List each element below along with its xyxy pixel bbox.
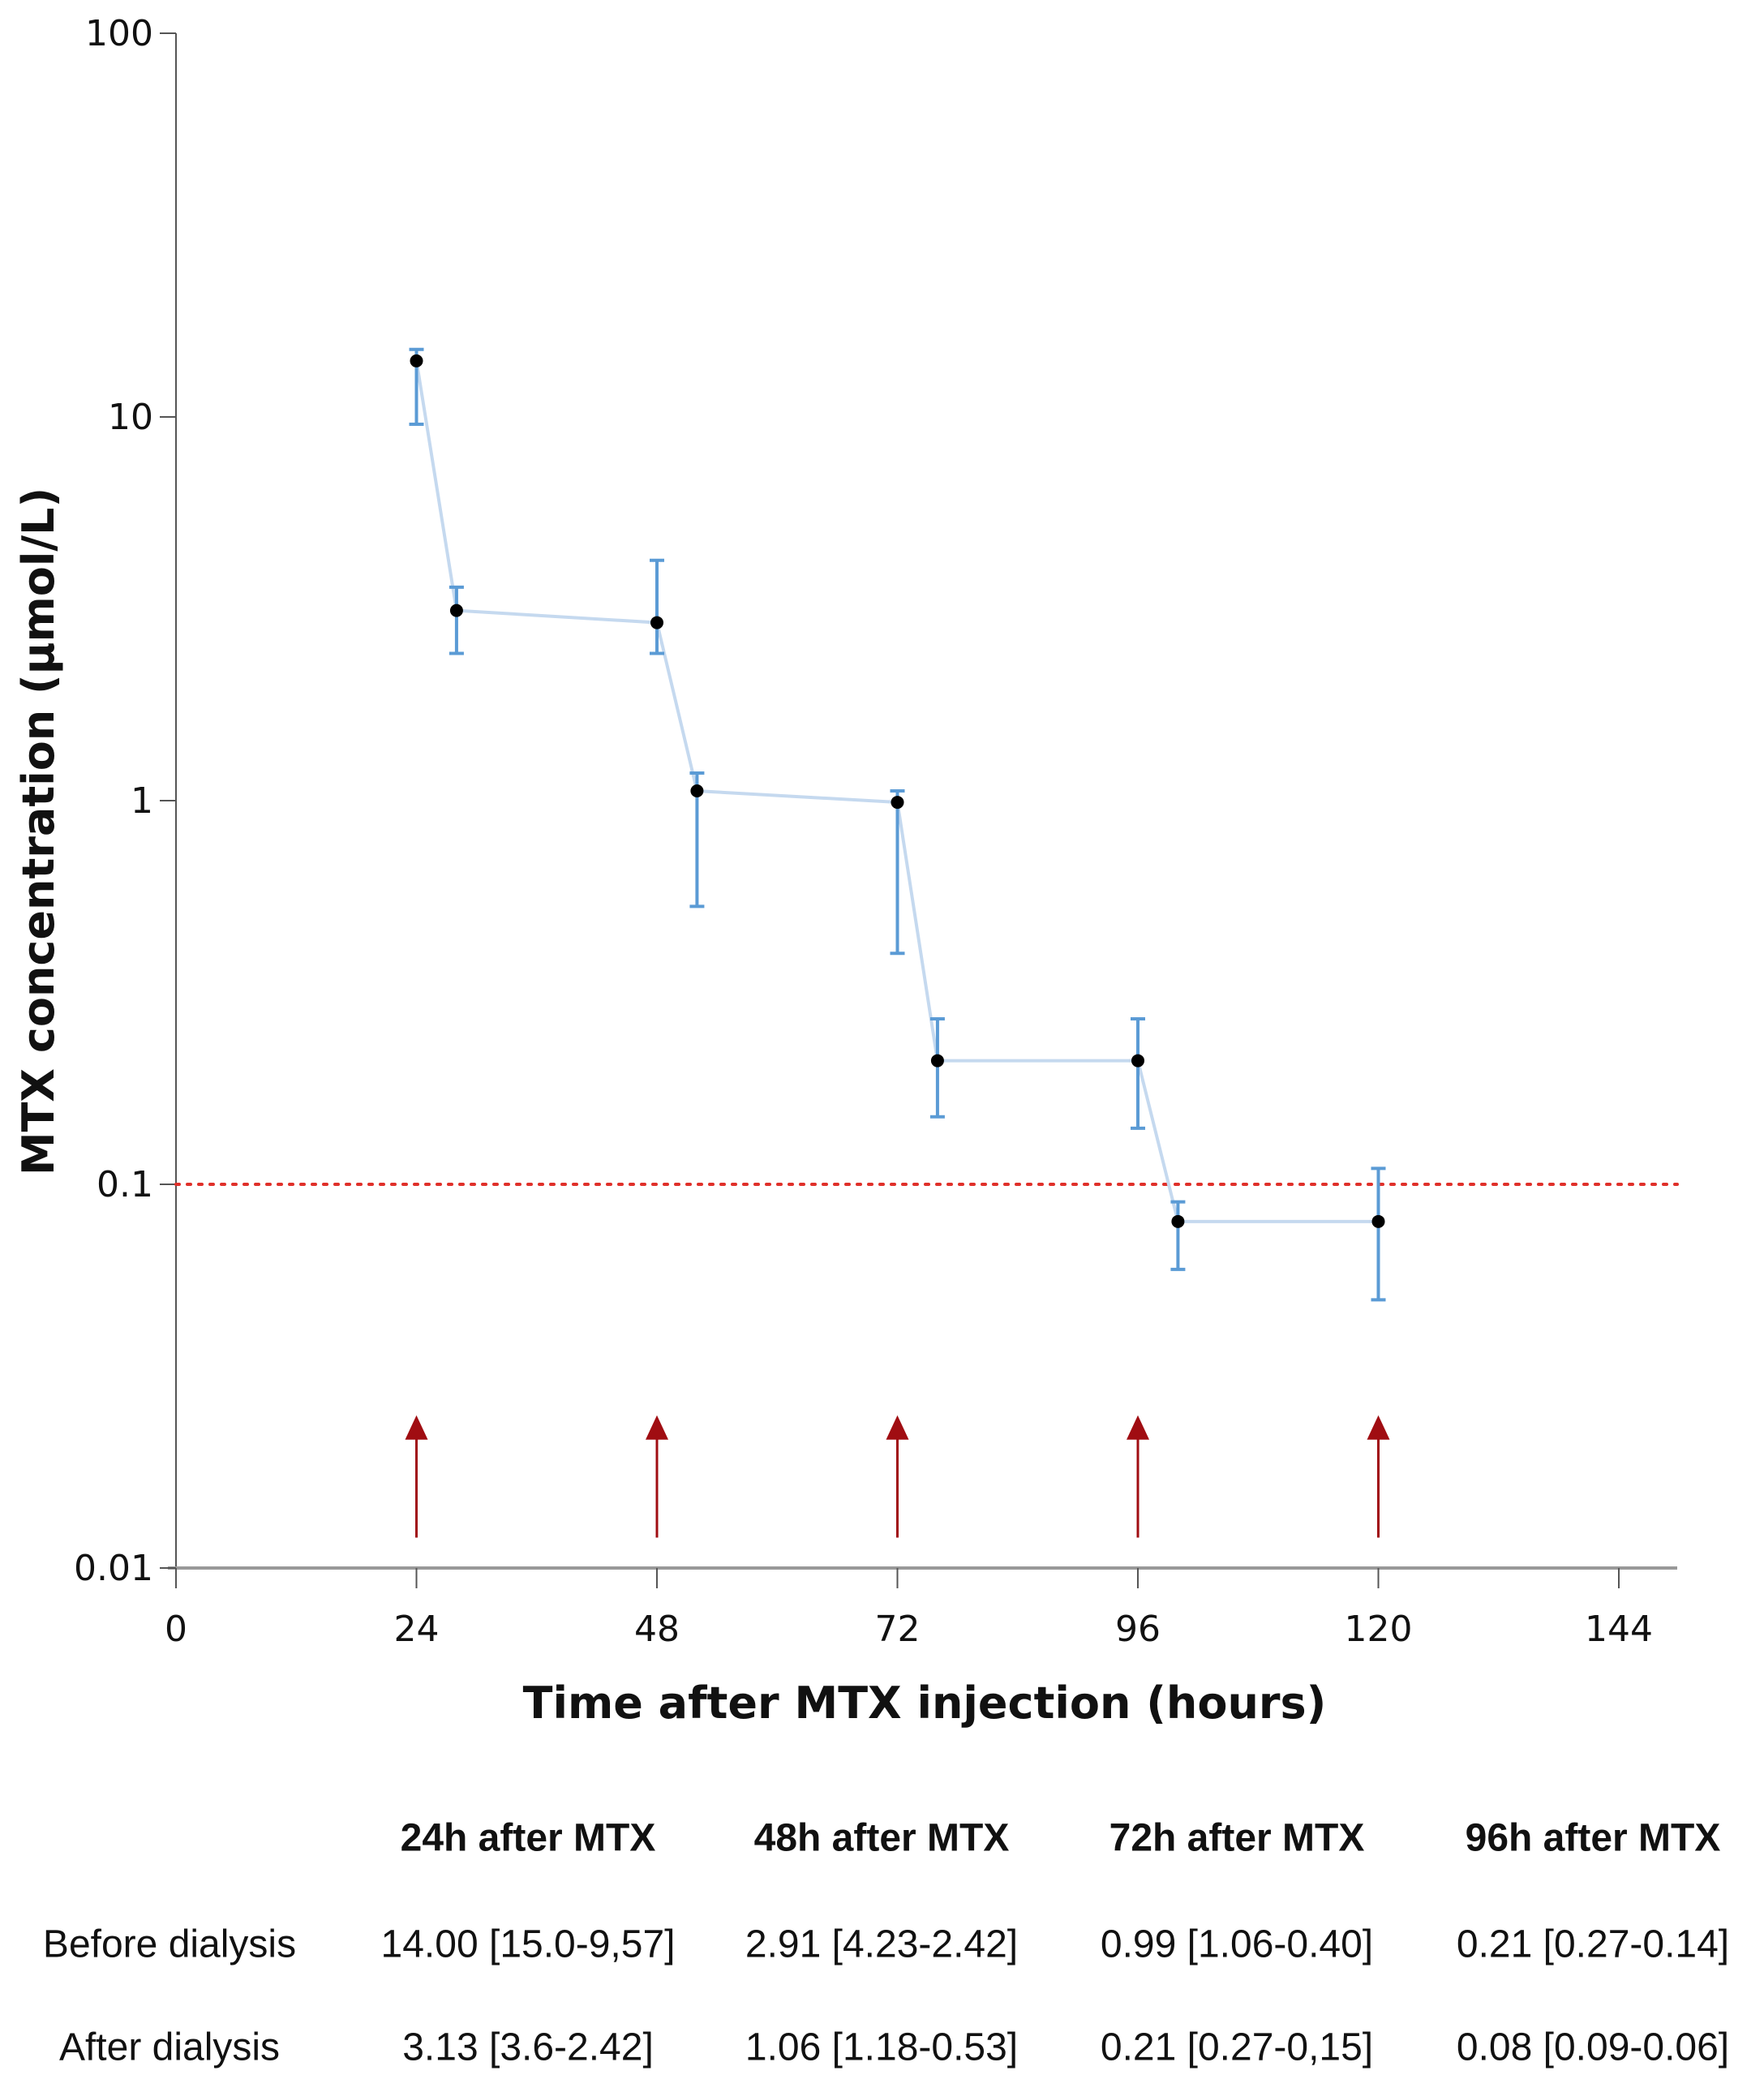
data-point bbox=[891, 796, 904, 810]
y-tick-label: 0.1 bbox=[97, 1164, 153, 1205]
x-tick-label: 72 bbox=[875, 1609, 921, 1650]
y-tick-label: 100 bbox=[85, 13, 153, 54]
dialysis-arrow-head bbox=[1367, 1415, 1390, 1440]
table-cell: 1.06 [1.18-0.53] bbox=[745, 2026, 1019, 2069]
y-tick-label: 0.01 bbox=[74, 1548, 153, 1589]
table-cell: 0.08 [0.09-0.06] bbox=[1456, 2026, 1730, 2069]
row-label: After dialysis bbox=[58, 2026, 281, 2069]
x-tick-label: 48 bbox=[634, 1609, 680, 1650]
x-tick-label: 0 bbox=[165, 1609, 187, 1650]
table-cell: 0.21 [0.27-0,15] bbox=[1100, 2026, 1374, 2069]
y-axis-title: MTX concentration (µmol/L) bbox=[13, 488, 64, 1175]
table-header: 72h after MTX bbox=[1109, 1816, 1365, 1860]
row-label: Before dialysis bbox=[42, 1922, 297, 1966]
table-header: 24h after MTX bbox=[400, 1816, 656, 1860]
table-header: 96h after MTX bbox=[1465, 1816, 1721, 1860]
data-point bbox=[930, 1054, 944, 1068]
table-cell: 0.21 [0.27-0.14] bbox=[1456, 1922, 1730, 1966]
dialysis-arrow-head bbox=[886, 1415, 909, 1440]
data-point bbox=[690, 784, 704, 798]
data-point bbox=[1371, 1214, 1385, 1228]
chart: 0.01 0.1 1 10 100 0 24 48 72 96 120 144 Time after … bbox=[13, 13, 1679, 1729]
dialysis-arrow-head bbox=[1127, 1415, 1149, 1440]
table-cell: 0.99 [1.06-0.40] bbox=[1100, 1922, 1374, 1966]
data-point bbox=[449, 604, 463, 617]
table-cell: 2.91 [4.23-2.42] bbox=[745, 1922, 1019, 1966]
data-point bbox=[1171, 1214, 1185, 1228]
dialysis-arrow-head bbox=[646, 1415, 668, 1440]
table-cell: 3.13 [3.6-2.42] bbox=[402, 2026, 654, 2069]
dialysis-arrow-head bbox=[405, 1415, 428, 1440]
data-point bbox=[410, 354, 423, 367]
x-tick-label: 120 bbox=[1345, 1609, 1413, 1650]
y-tick-label: 10 bbox=[108, 397, 153, 438]
x-tick-label: 144 bbox=[1585, 1609, 1653, 1650]
x-axis-title: Time after MTX injection (hours) bbox=[523, 1678, 1327, 1729]
x-tick-label: 24 bbox=[394, 1609, 440, 1650]
data-point bbox=[1131, 1054, 1144, 1068]
data-point bbox=[650, 616, 663, 629]
x-tick-label: 96 bbox=[1115, 1609, 1161, 1650]
table-header: 48h after MTX bbox=[753, 1816, 1010, 1860]
table-cell: 14.00 [15.0-9,57] bbox=[380, 1922, 676, 1966]
y-tick-label: 1 bbox=[131, 780, 153, 822]
